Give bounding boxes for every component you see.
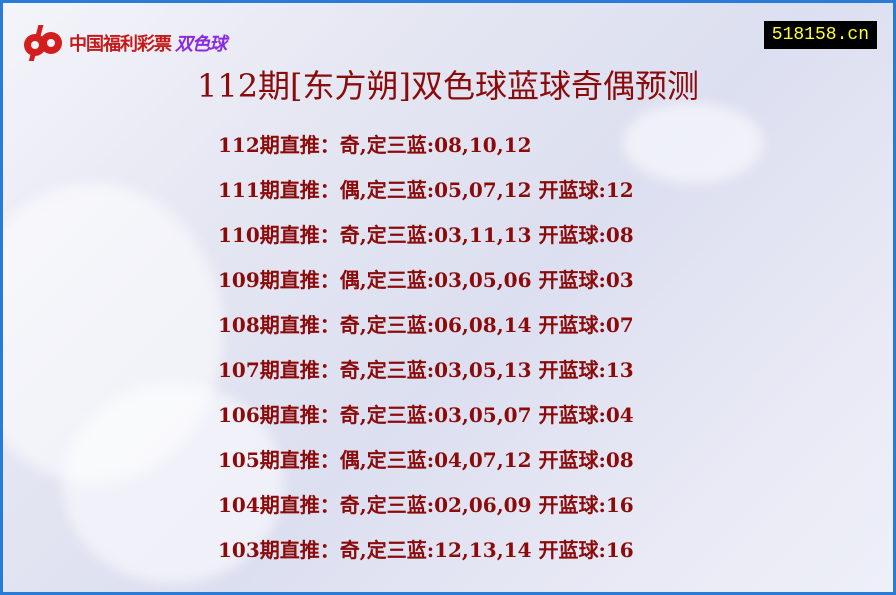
list-item: 103期直推：奇,定三蓝:12,13,14 开蓝球:16 xyxy=(218,538,634,562)
logo-text: 中国福利彩票 xyxy=(69,34,172,55)
prediction-list: 112期直推：奇,定三蓝:08,10,12 111期直推：偶,定三蓝:05,07… xyxy=(218,130,634,580)
list-item: 104期直推：奇,定三蓝:02,06,09 开蓝球:16 xyxy=(218,493,634,517)
lottery-logo-icon xyxy=(24,25,62,61)
list-item: 110期直推：奇,定三蓝:03,11,13 开蓝球:08 xyxy=(218,223,634,247)
logo-text-ssq: 双色球 xyxy=(175,34,227,55)
background-blossom xyxy=(63,383,283,583)
background-bird xyxy=(623,103,763,183)
lottery-logo: 中国福利彩票 双色球 xyxy=(21,23,227,63)
list-item: 105期直推：偶,定三蓝:04,07,12 开蓝球:08 xyxy=(218,448,634,472)
list-item: 112期直推：奇,定三蓝:08,10,12 xyxy=(218,133,532,157)
list-item: 108期直推：奇,定三蓝:06,08,14 开蓝球:07 xyxy=(218,313,634,337)
list-item: 111期直推：偶,定三蓝:05,07,12 开蓝球:12 xyxy=(218,178,634,202)
page-title: 112期[东方朔]双色球蓝球奇偶预测 xyxy=(196,67,700,105)
site-badge: 518158.cn xyxy=(763,21,877,49)
list-item: 109期直推：偶,定三蓝:03,05,06 开蓝球:03 xyxy=(218,268,634,292)
list-item: 106期直推：奇,定三蓝:03,05,07 开蓝球:04 xyxy=(218,403,634,427)
list-item: 107期直推：奇,定三蓝:03,05,13 开蓝球:13 xyxy=(218,358,634,382)
